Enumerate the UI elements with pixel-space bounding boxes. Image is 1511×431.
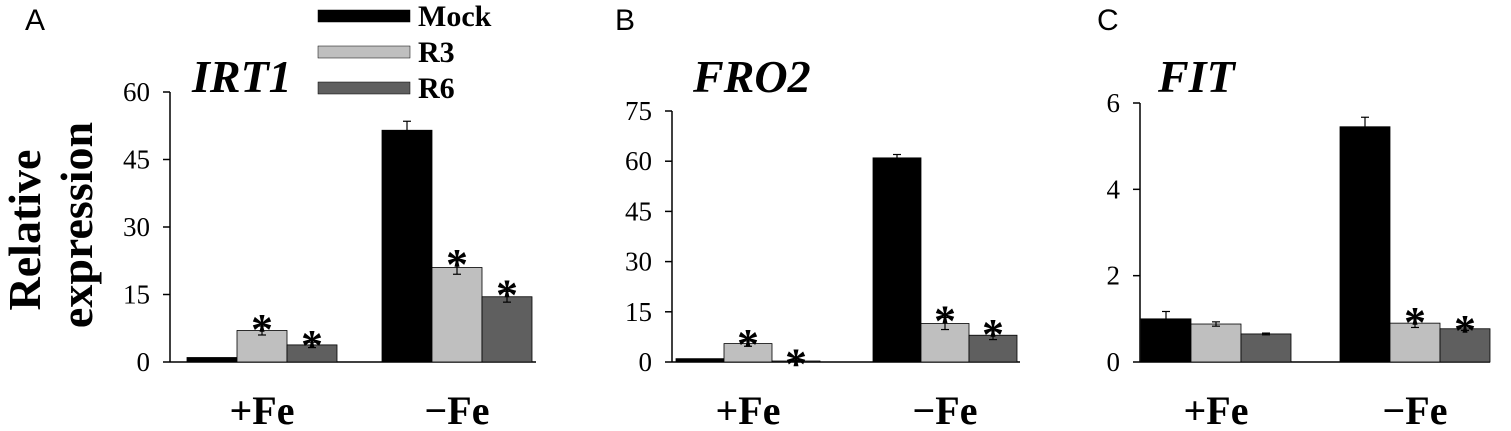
- significance-marker: *: [496, 270, 518, 319]
- category-label: +Fe: [1184, 388, 1249, 431]
- legend-label-r6: R6: [418, 72, 455, 105]
- bar-mock: [186, 357, 238, 363]
- y-tick-label: 0: [639, 347, 653, 377]
- bar-mock: [1339, 126, 1391, 363]
- y-tick-label: 15: [123, 280, 150, 310]
- category-label: −Fe: [1383, 388, 1448, 431]
- y-tick-label: 75: [625, 96, 652, 126]
- significance-marker: *: [785, 339, 807, 388]
- legend-label-mock: Mock: [418, 0, 492, 33]
- y-tick-label: 45: [123, 145, 150, 175]
- legend-swatch-r3: [317, 45, 411, 59]
- bar-r6: [1439, 328, 1491, 363]
- significance-marker: *: [1454, 306, 1476, 355]
- category-label: +Fe: [716, 388, 781, 431]
- ylabel-line1: Relative: [0, 150, 50, 311]
- y-tick-label: 15: [625, 297, 652, 327]
- bar-mock: [381, 129, 433, 363]
- significance-marker: *: [301, 321, 323, 370]
- legend-swatch-r6: [317, 81, 411, 95]
- y-tick-label: 6: [1107, 88, 1121, 118]
- panel-tag: A: [25, 4, 45, 37]
- category-label: −Fe: [425, 388, 490, 431]
- ylabel-line2: expression: [51, 122, 102, 328]
- y-tick-label: 45: [625, 196, 652, 226]
- y-tick-label: 60: [123, 77, 150, 107]
- panel-tag: C: [1097, 4, 1119, 37]
- legend-swatch-mock: [317, 9, 411, 23]
- panel-title: FRO2: [692, 51, 811, 102]
- panel-title: IRT1: [191, 51, 292, 102]
- y-tick-label: 4: [1107, 174, 1121, 204]
- y-tick-label: 2: [1107, 261, 1121, 291]
- bar-mock: [872, 157, 922, 363]
- significance-marker: *: [446, 240, 468, 289]
- bar-r6: [1240, 333, 1292, 363]
- y-tick-label: 0: [137, 347, 151, 377]
- bar-r3: [431, 267, 483, 363]
- panel-title: FIT: [1157, 51, 1237, 102]
- significance-marker: *: [1404, 298, 1426, 347]
- y-tick-label: 30: [123, 212, 150, 242]
- y-tick-label: 0: [1107, 347, 1121, 377]
- y-tick-label: 30: [625, 247, 652, 277]
- significance-marker: *: [934, 296, 956, 345]
- category-label: −Fe: [913, 388, 978, 431]
- category-label: +Fe: [230, 388, 295, 431]
- panel-tag: B: [615, 4, 635, 37]
- significance-marker: *: [737, 320, 759, 369]
- bar-mock: [675, 358, 725, 363]
- bar-r6: [481, 296, 533, 363]
- bar-r3: [1190, 323, 1242, 363]
- legend-label-r3: R3: [418, 36, 455, 69]
- y-tick-label: 60: [625, 146, 652, 176]
- significance-marker: *: [251, 305, 273, 354]
- significance-marker: *: [982, 310, 1004, 359]
- bar-r3: [1389, 322, 1441, 363]
